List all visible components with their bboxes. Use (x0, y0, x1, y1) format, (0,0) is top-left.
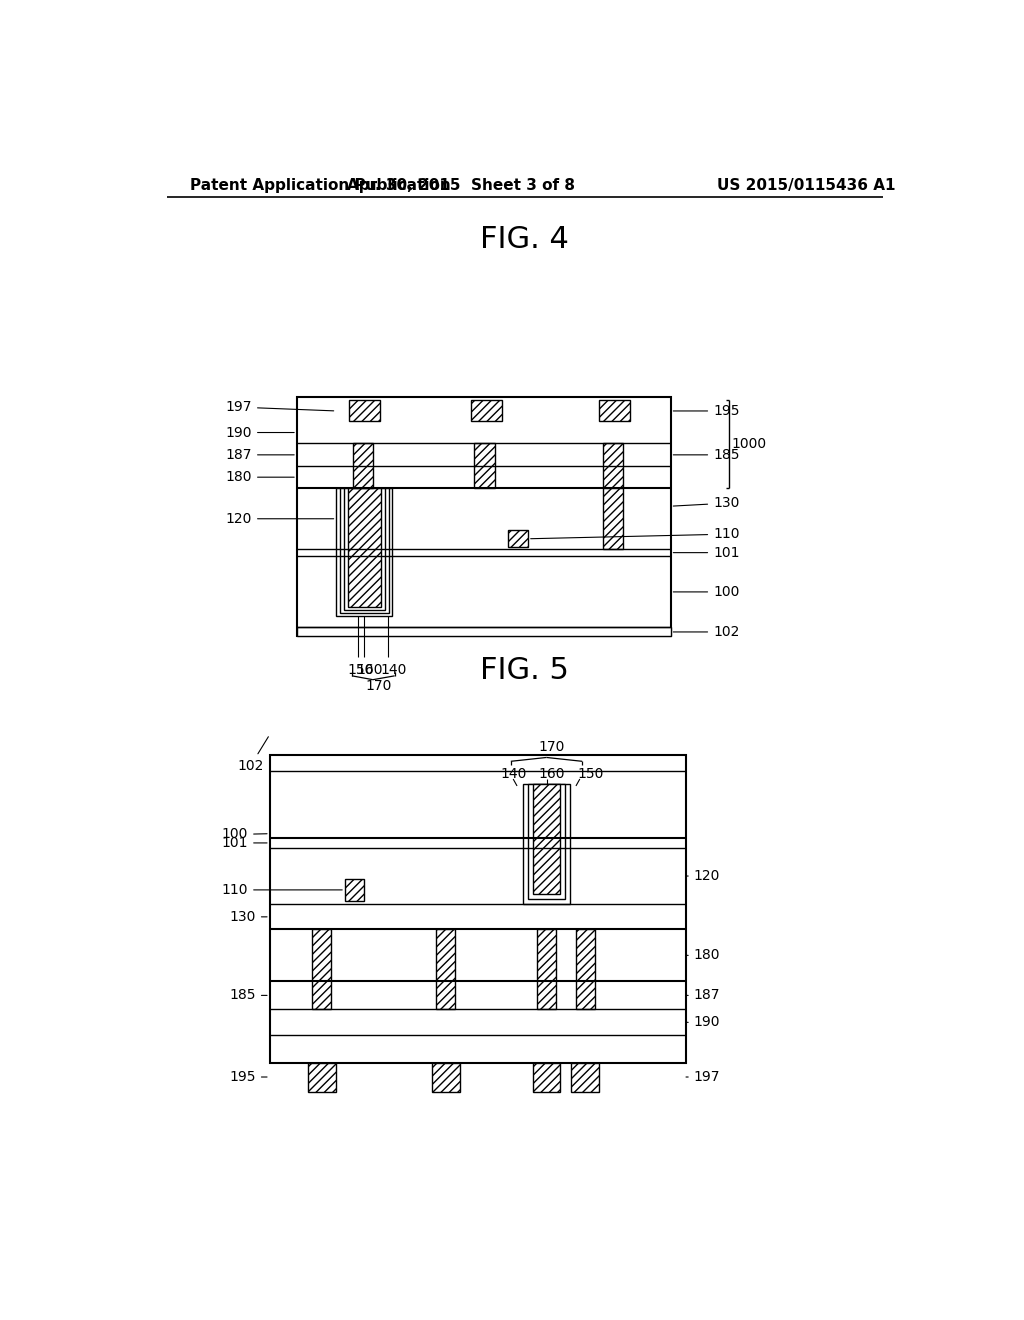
Bar (308, 1063, 336, 1092)
Bar (432, 1063, 460, 1092)
Bar (532, 1063, 560, 1092)
Text: 185: 185 (229, 989, 267, 1002)
Text: 195: 195 (229, 1071, 267, 1084)
Text: 140: 140 (500, 767, 526, 780)
Bar (474, 444, 495, 488)
Bar (340, 488, 389, 612)
Text: 102: 102 (238, 737, 268, 774)
Bar (538, 929, 556, 1010)
Bar (528, 784, 565, 899)
Bar (508, 531, 528, 548)
Text: 140: 140 (381, 664, 407, 677)
Bar (312, 929, 331, 1010)
Bar (344, 488, 385, 610)
Text: 101: 101 (221, 836, 267, 850)
Text: 101: 101 (673, 545, 739, 560)
Bar (349, 400, 380, 421)
Text: Apr. 30, 2015  Sheet 3 of 8: Apr. 30, 2015 Sheet 3 of 8 (347, 178, 575, 193)
Text: 195: 195 (673, 404, 739, 418)
Bar (523, 784, 569, 904)
Text: 110: 110 (530, 527, 739, 541)
Text: 120: 120 (686, 869, 720, 883)
Text: FIG. 4: FIG. 4 (480, 224, 569, 253)
Text: 100: 100 (222, 828, 267, 841)
Text: 102: 102 (673, 624, 739, 639)
Text: 187: 187 (686, 989, 720, 1002)
Bar (270, 755, 686, 1063)
Text: FIG. 5: FIG. 5 (480, 656, 569, 685)
Bar (345, 879, 364, 900)
Bar (599, 400, 630, 421)
Bar (297, 627, 671, 636)
Text: Patent Application Publication: Patent Application Publication (190, 178, 451, 193)
Bar (436, 929, 455, 1010)
Text: US 2015/0115436 A1: US 2015/0115436 A1 (717, 178, 896, 193)
Text: 130: 130 (673, 496, 739, 510)
Bar (534, 784, 560, 894)
Bar (603, 488, 624, 549)
Text: 150: 150 (578, 767, 604, 780)
Text: 197: 197 (225, 400, 334, 414)
Text: 120: 120 (225, 512, 334, 525)
Bar (352, 444, 373, 488)
Bar (348, 488, 381, 607)
Text: 185: 185 (673, 447, 739, 462)
Text: 110: 110 (221, 883, 342, 896)
Bar (471, 400, 502, 421)
Bar (575, 929, 595, 1010)
Text: 100: 100 (673, 585, 739, 599)
Bar (571, 1063, 599, 1092)
Text: 1000: 1000 (732, 437, 767, 451)
Bar (297, 397, 671, 636)
Text: 187: 187 (225, 447, 294, 462)
Text: 160: 160 (356, 664, 383, 677)
Text: 190: 190 (225, 425, 294, 440)
Text: 170: 170 (366, 678, 391, 693)
Text: 130: 130 (229, 909, 267, 924)
Text: 190: 190 (686, 1015, 720, 1030)
Text: 180: 180 (225, 470, 294, 484)
Text: 170: 170 (539, 741, 565, 755)
Text: 197: 197 (686, 1071, 720, 1084)
Bar (603, 444, 624, 488)
Bar (337, 488, 392, 615)
Text: 150: 150 (347, 664, 374, 677)
Text: 180: 180 (686, 948, 720, 962)
Text: 160: 160 (539, 767, 565, 780)
